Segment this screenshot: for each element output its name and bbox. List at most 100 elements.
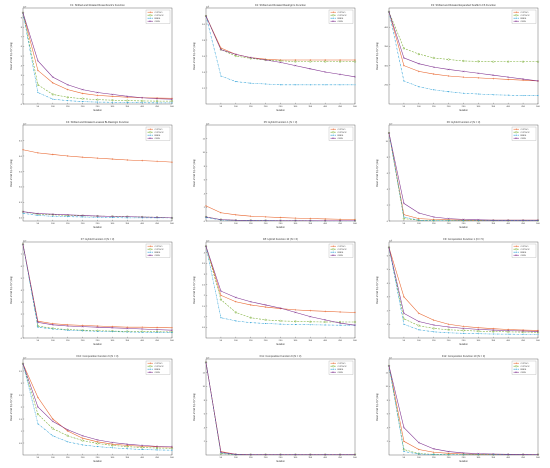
chart-panel-6: F6: Hybrid Function 2 (N = 3) 10⁴ 50 100 150… bbox=[366, 117, 549, 234]
legend-marker bbox=[332, 245, 335, 248]
y-tick-label: 10 bbox=[203, 386, 206, 388]
legend-entry: CCPSO bbox=[338, 363, 346, 365]
data-point bbox=[339, 453, 342, 456]
data-point bbox=[67, 329, 69, 331]
data-point bbox=[507, 330, 510, 333]
legend-box bbox=[145, 126, 171, 141]
y-tick-label: 5 bbox=[21, 56, 23, 58]
data-point bbox=[171, 326, 173, 329]
data-point bbox=[81, 434, 84, 437]
data-point bbox=[156, 102, 158, 104]
series-line bbox=[388, 247, 539, 335]
legend-marker bbox=[332, 371, 335, 374]
legend-marker bbox=[149, 365, 152, 368]
x-tick-label: 450 bbox=[155, 340, 159, 342]
x-tick-label: 100 bbox=[51, 223, 55, 225]
data-point bbox=[522, 78, 525, 80]
data-point bbox=[492, 329, 495, 331]
data-point bbox=[417, 62, 420, 65]
data-point bbox=[235, 320, 237, 322]
legend-entry: RBIIS bbox=[338, 252, 344, 254]
x-tick-label: 350 bbox=[491, 106, 495, 108]
series-line bbox=[205, 246, 355, 323]
data-point bbox=[492, 60, 495, 63]
data-point bbox=[462, 332, 465, 334]
data-point bbox=[417, 324, 420, 327]
x-tick-label: 150 bbox=[66, 457, 70, 459]
series-line bbox=[205, 15, 355, 86]
data-point bbox=[141, 446, 144, 449]
data-point bbox=[433, 331, 435, 333]
data-point bbox=[339, 219, 342, 222]
legend-marker bbox=[149, 131, 152, 134]
y-multiplier: 10³ bbox=[206, 6, 209, 9]
data-point bbox=[52, 98, 54, 100]
x-tick-label: 150 bbox=[249, 106, 253, 108]
data-point bbox=[81, 156, 84, 159]
chart-panel-1: F1: Shifted and Rotated Rosenbrock's Fun… bbox=[0, 0, 183, 117]
data-point bbox=[22, 212, 24, 214]
legend-entry: RBIIS bbox=[521, 252, 527, 254]
data-point bbox=[249, 316, 252, 319]
x-tick-label: 300 bbox=[294, 106, 298, 108]
data-point bbox=[477, 328, 480, 331]
data-point bbox=[462, 327, 465, 330]
series-oris bbox=[22, 362, 173, 448]
y-tick-label: 0 bbox=[21, 338, 23, 340]
x-tick-label: 350 bbox=[125, 340, 129, 342]
x-tick-label: 500 bbox=[170, 340, 174, 342]
legend-marker bbox=[332, 362, 335, 365]
data-point bbox=[96, 438, 99, 441]
data-point bbox=[81, 439, 84, 442]
legend-marker bbox=[515, 17, 517, 19]
data-point bbox=[418, 219, 420, 221]
y-tick-label: 8 bbox=[387, 157, 389, 159]
legend-marker bbox=[332, 365, 335, 368]
data-point bbox=[37, 69, 39, 72]
x-tick-label: 400 bbox=[506, 223, 510, 225]
data-point bbox=[51, 93, 54, 96]
legend-marker bbox=[149, 134, 151, 136]
x-tick-label: 350 bbox=[308, 340, 312, 342]
x-tick-label: 350 bbox=[308, 106, 312, 108]
data-point bbox=[522, 333, 524, 335]
data-point bbox=[447, 217, 450, 220]
series-oris bbox=[388, 364, 539, 456]
data-point bbox=[324, 60, 327, 63]
y-tick-label: 3.0 bbox=[202, 24, 206, 26]
legend-marker bbox=[515, 254, 518, 257]
x-tick-label: 450 bbox=[155, 457, 159, 459]
chart-svg-12: F12: Composition Function 10 (N = 3) 10⁷ 5… bbox=[376, 354, 541, 463]
legend-entry: RBIIS bbox=[155, 18, 161, 20]
legend-box bbox=[145, 360, 171, 375]
data-point bbox=[156, 445, 159, 448]
y-tick-label: 0.5 bbox=[19, 443, 23, 445]
legend-entry: ORIS bbox=[338, 372, 344, 374]
y-tick-label: 3 bbox=[204, 274, 206, 276]
data-point bbox=[432, 447, 435, 450]
data-point bbox=[324, 324, 326, 326]
series-line bbox=[205, 15, 355, 62]
y-tick-label: 1 bbox=[387, 324, 389, 326]
x-tick-label: 400 bbox=[140, 457, 144, 459]
y-multiplier: 10³ bbox=[389, 240, 392, 243]
legend-entry: ORIS bbox=[155, 21, 161, 23]
legend-entry: CCPSO2 bbox=[521, 15, 531, 17]
series-oris bbox=[388, 10, 539, 82]
data-point bbox=[234, 296, 237, 299]
data-point bbox=[36, 212, 39, 215]
legend-entry: ORIS bbox=[338, 255, 344, 257]
x-tick-label: 100 bbox=[234, 223, 238, 225]
x-tick-label: 500 bbox=[536, 106, 540, 108]
data-point bbox=[52, 435, 54, 437]
data-point bbox=[403, 451, 405, 453]
data-point bbox=[402, 56, 405, 59]
data-point bbox=[507, 78, 510, 81]
data-point bbox=[111, 443, 114, 446]
data-point bbox=[354, 84, 356, 86]
data-point bbox=[156, 331, 158, 333]
x-tick-label: 500 bbox=[536, 223, 540, 225]
chart-svg-2: F2: Shifted and Rotated Rastrigin's Func… bbox=[193, 3, 358, 112]
legend-marker bbox=[515, 20, 518, 23]
